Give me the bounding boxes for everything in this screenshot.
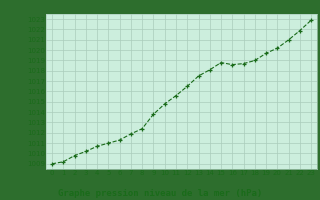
Text: Graphe pression niveau de la mer (hPa): Graphe pression niveau de la mer (hPa): [58, 189, 262, 198]
